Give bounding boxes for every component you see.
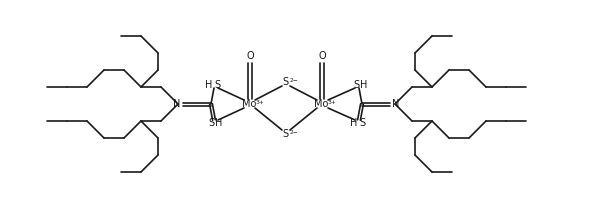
Text: O: O	[318, 51, 326, 61]
Text: O: O	[246, 51, 254, 61]
Text: 3+: 3+	[327, 101, 336, 106]
Text: 3+: 3+	[256, 101, 264, 106]
Text: S: S	[208, 118, 214, 128]
Text: S: S	[353, 80, 359, 90]
Text: Mo: Mo	[314, 99, 328, 109]
Text: S: S	[282, 129, 288, 139]
Text: S: S	[214, 80, 220, 90]
Text: N: N	[393, 99, 400, 109]
Text: H: H	[205, 80, 213, 90]
Text: 2−: 2−	[290, 130, 298, 135]
Text: H: H	[215, 118, 223, 128]
Text: 2−: 2−	[290, 78, 298, 83]
Text: S: S	[282, 77, 288, 87]
Text: S: S	[359, 118, 365, 128]
Text: H: H	[350, 118, 358, 128]
Text: H: H	[361, 80, 368, 90]
Text: Mo: Mo	[242, 99, 256, 109]
Text: N: N	[173, 99, 181, 109]
